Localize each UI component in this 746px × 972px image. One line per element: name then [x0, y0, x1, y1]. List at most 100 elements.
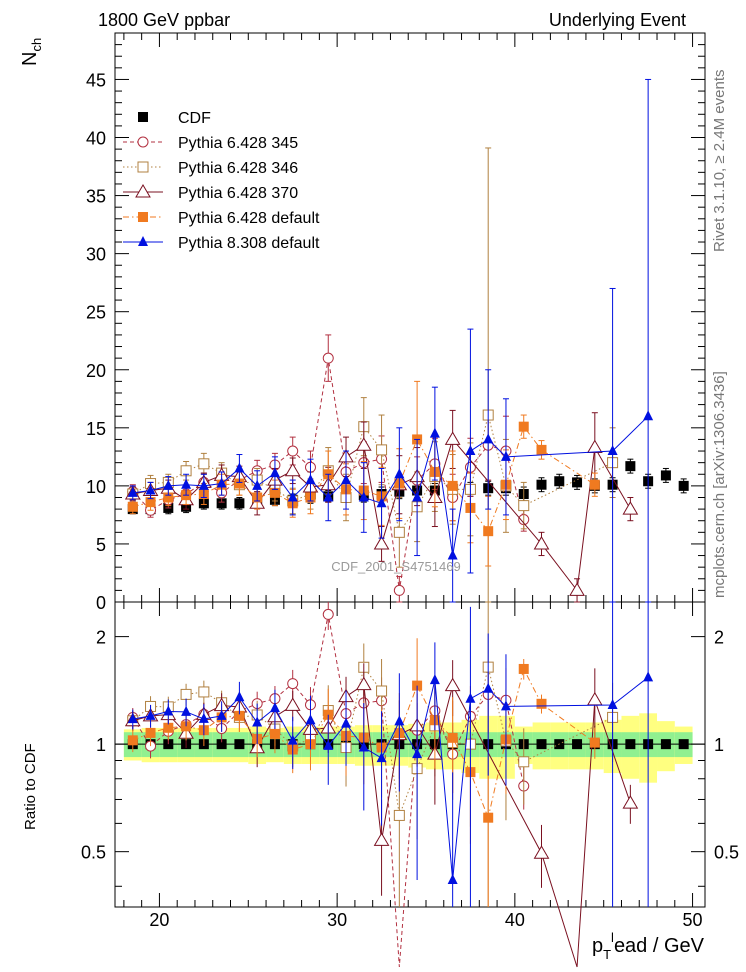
y-tick-label-main: 0	[96, 593, 106, 613]
series-5-point	[412, 491, 423, 502]
x-tick-label: 50	[683, 910, 703, 930]
series-5-point	[127, 486, 138, 497]
header-right-title: Underlying Event	[549, 10, 686, 30]
series-5-ratio-point	[465, 692, 476, 703]
x-axis-label-sub: T	[603, 947, 611, 962]
series-0-ratio-point	[234, 739, 245, 750]
series-0-point	[625, 461, 636, 472]
series-5-point	[447, 549, 458, 560]
axis-ticks: 20 30 40 50 0 5 10 15 20 25 30 35 40 45 0.5 0.5 1 1 2 2	[81, 33, 739, 930]
series-5-point	[465, 445, 476, 456]
x-tick-label: 40	[505, 910, 525, 930]
series-1-ratio-point	[287, 678, 299, 690]
series-4-ratio-point	[127, 735, 138, 746]
series-5-point	[163, 479, 174, 490]
y-tick-label-main: 25	[86, 303, 106, 323]
series-4-point	[145, 497, 156, 508]
series-4-ratio-point	[483, 812, 494, 823]
series-5-point	[252, 479, 263, 490]
legend-marker	[135, 184, 151, 198]
series-5-ratio-point	[323, 739, 334, 750]
x-tick-label: 20	[149, 910, 169, 930]
series-5-ratio-point	[287, 734, 298, 745]
series-3-point	[533, 535, 550, 550]
series-5-ratio-point	[447, 873, 458, 884]
series-5-ratio-point	[216, 709, 227, 720]
series-5-point	[323, 491, 334, 502]
series-3-ratio-point	[586, 691, 603, 706]
series-5-point	[358, 491, 369, 502]
series-5-point	[500, 450, 511, 461]
series-5-ratio-point	[483, 682, 494, 693]
series-1-point	[322, 352, 334, 364]
series-4-ratio-point	[536, 698, 547, 709]
series-2-point	[518, 500, 530, 512]
series-3-point	[622, 501, 639, 515]
series-5-ratio-point	[607, 698, 618, 709]
series-5-point	[341, 474, 352, 485]
series-4-ratio-point	[234, 710, 245, 721]
y-tick-label-main: 20	[86, 361, 106, 381]
y-axis-label-main: Nch	[19, 38, 44, 66]
series-4-ratio-point	[269, 728, 280, 739]
series-5-main	[127, 78, 654, 603]
series-5-ratio-point	[500, 700, 511, 711]
series-0-ratio-point	[625, 739, 636, 750]
series-0-ratio-point	[216, 739, 227, 750]
y-tick-label-main: 40	[86, 129, 106, 149]
series-5-ratio-point	[269, 702, 280, 713]
series-4-point	[483, 526, 494, 537]
series-1-point	[287, 445, 299, 457]
series-0-point	[660, 470, 671, 481]
series-5-point	[429, 427, 440, 438]
y-axis-label-ratio: Ratio to CDF	[22, 743, 39, 830]
series-1-ratio-point	[322, 608, 334, 620]
series-4-point	[589, 479, 600, 490]
series-5-line	[132, 415, 649, 556]
legend: CDF Pythia 6.428 345 Pythia 6.428 346 Pythi…	[123, 110, 320, 252]
series-3-ratio-point	[373, 832, 390, 846]
series-5-ratio-point	[252, 716, 263, 727]
y-tick-label-ratio: 2	[96, 628, 106, 648]
series-5-ratio-point	[429, 674, 440, 685]
series-0-main	[127, 458, 689, 516]
main-plot-series	[124, 78, 689, 603]
series-2-point	[393, 526, 405, 538]
series-2-ratio-point	[198, 686, 210, 698]
series-5-ratio-point	[643, 671, 654, 682]
mcplots-credit-text: mcplots.cern.ch [arXiv:1306.3436]	[711, 371, 728, 598]
series-3-ratio-point	[622, 795, 639, 809]
series-0-point	[572, 477, 583, 488]
series-4-point	[536, 444, 547, 455]
series-4-point	[269, 487, 280, 498]
series-5-ratio-point	[127, 713, 138, 724]
legend-marker	[138, 212, 148, 222]
series-5-point	[643, 410, 654, 421]
series-5-point	[181, 478, 192, 489]
legend-label: CDF	[178, 110, 211, 127]
y-tick-label-main: 10	[86, 477, 106, 497]
series-0-point	[216, 498, 227, 509]
series-4-ratio-point	[145, 727, 156, 738]
series-5-ratio-point	[163, 705, 174, 716]
series-2-ratio-point	[518, 756, 530, 768]
series-2-ratio-point	[180, 688, 192, 700]
series-5-point	[145, 484, 156, 495]
y-tick-label-ratio-right: 2	[714, 628, 724, 648]
series-5-ratio-point	[376, 752, 387, 763]
series-5-ratio-point	[341, 717, 352, 728]
rivet-version-text: Rivet 3.1.10, ≥ 2.4M events	[711, 70, 728, 253]
series-5-ratio-point	[234, 691, 245, 702]
series-4-point	[518, 421, 529, 432]
series-5-ratio-point	[305, 714, 316, 725]
series-0-ratio-point	[572, 739, 583, 750]
series-4-ratio-point	[447, 732, 458, 743]
series-5-ratio-point	[358, 741, 369, 752]
y-tick-label-ratio: 1	[96, 735, 106, 755]
y-tick-label-main: 15	[86, 419, 106, 439]
series-5-point	[394, 468, 405, 479]
series-5-ratio	[127, 602, 654, 907]
series-2-point	[376, 444, 388, 456]
series-3-point	[284, 462, 301, 477]
